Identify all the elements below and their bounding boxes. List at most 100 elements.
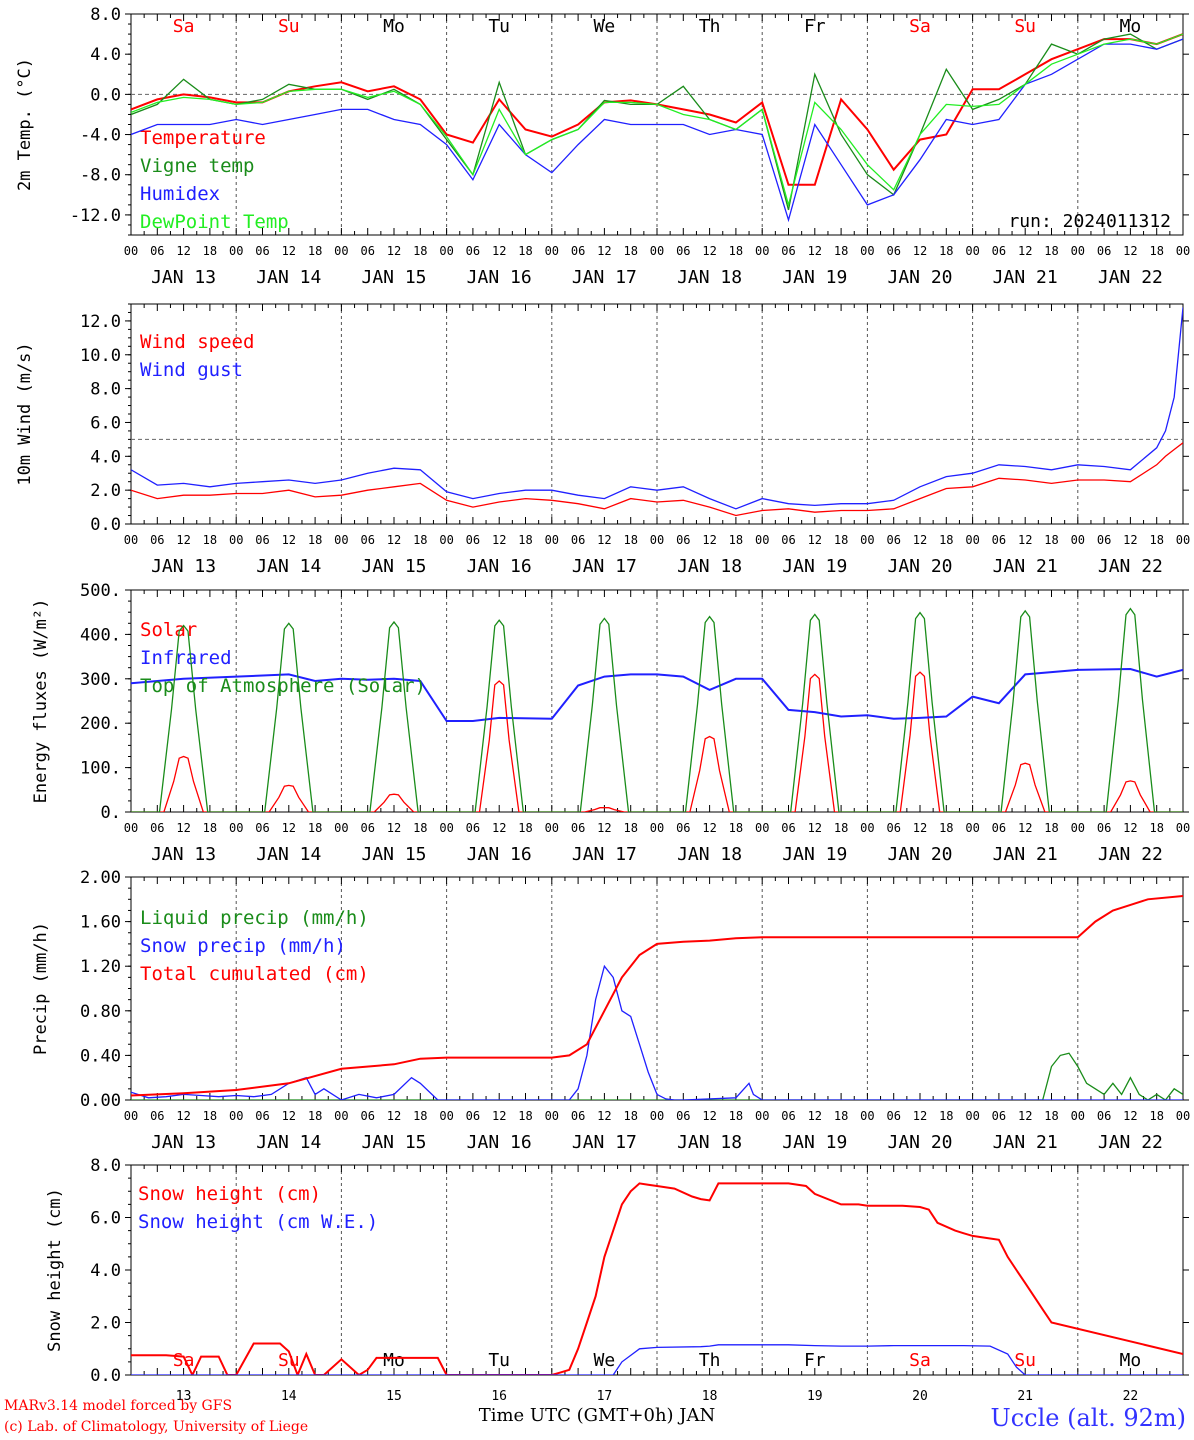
hour-tick-label: 06 [466, 1109, 480, 1123]
legend-entry: Snow height (cm W.E.) [138, 1211, 378, 1233]
hour-tick-label: 12 [808, 533, 822, 547]
hour-tick-label: 12 [1018, 1109, 1032, 1123]
hour-tick-label: 00 [965, 821, 979, 835]
day-label: JAN 13 [151, 556, 216, 577]
hour-tick-label: 12 [913, 244, 927, 258]
day-number-label: 19 [807, 1389, 823, 1404]
panel-4: 0.00 0.40 0.80 1.20 1.60 2.00 Precip (mm/h) 00 0… [31, 868, 1190, 1153]
hour-tick-label: 06 [360, 821, 374, 835]
y-tick-label: 4.0 [90, 45, 121, 65]
hour-tick-label: 18 [1044, 244, 1058, 258]
day-number-label: 22 [1123, 1389, 1139, 1404]
day-label: JAN 16 [467, 267, 532, 288]
hour-tick-label: 06 [571, 1109, 585, 1123]
panel-3: 0. 100. 200. 300. 400. 500. Energy fluxes (W/m… [31, 581, 1190, 865]
hour-tick-label: 18 [623, 533, 637, 547]
hour-tick-label: 00 [545, 821, 559, 835]
hour-tick-label: 06 [571, 821, 585, 835]
weekday-label: Su [1014, 16, 1036, 37]
day-number-label: 15 [386, 1389, 402, 1404]
y-tick-label: 4.0 [90, 1261, 121, 1281]
hour-tick-label: 06 [676, 533, 690, 547]
hour-tick-label: 18 [623, 244, 637, 258]
hour-tick-label: 12 [597, 821, 611, 835]
day-label: JAN 20 [887, 267, 952, 288]
series-line [131, 442, 1183, 517]
day-number-label: 18 [702, 1389, 718, 1404]
weekday-label: Su [278, 16, 300, 37]
weekday-label: Su [1014, 1350, 1036, 1371]
hour-tick-label: 18 [518, 244, 532, 258]
legend-entry: Infrared [140, 647, 232, 669]
y-axis-label: 2m Temp. (°C) [15, 58, 35, 191]
hour-tick-label: 12 [702, 821, 716, 835]
run-annotation: run: 2024011312 [1008, 211, 1171, 232]
hour-tick-label: 18 [623, 821, 637, 835]
hour-tick-label: 12 [913, 1109, 927, 1123]
hour-tick-label: 12 [702, 533, 716, 547]
hour-tick-label: 00 [965, 244, 979, 258]
hour-tick-label: 00 [755, 821, 769, 835]
hour-tick-label: 12 [702, 244, 716, 258]
day-number-label: 21 [1017, 1389, 1033, 1404]
hour-tick-label: 06 [360, 1109, 374, 1123]
hour-tick-label: 00 [439, 821, 453, 835]
weekday-label: We [594, 16, 616, 37]
hour-tick-label: 12 [913, 821, 927, 835]
day-number-label: 16 [491, 1389, 507, 1404]
legend-entry: Vigne temp [140, 155, 254, 177]
series-line [131, 1344, 1183, 1375]
hour-tick-label: 06 [992, 1109, 1006, 1123]
hour-tick-label: 00 [1071, 533, 1085, 547]
day-number-label: 13 [176, 1389, 192, 1404]
hour-tick-label: 18 [203, 244, 217, 258]
y-tick-label: -8.0 [80, 166, 121, 186]
hour-tick-label: 00 [334, 821, 348, 835]
hour-tick-label: 18 [834, 1109, 848, 1123]
hour-tick-label: 18 [834, 244, 848, 258]
hour-tick-label: 18 [308, 244, 322, 258]
hour-tick-label: 06 [466, 244, 480, 258]
hour-tick-label: 18 [1044, 533, 1058, 547]
hour-tick-label: 00 [755, 244, 769, 258]
hour-tick-label: 12 [176, 821, 190, 835]
hour-tick-label: 18 [939, 821, 953, 835]
day-label: JAN 20 [887, 1132, 952, 1153]
y-tick-label: 0.00 [80, 1091, 121, 1111]
y-axis-label: Snow height (cm) [45, 1188, 65, 1352]
y-tick-label: 8.0 [90, 380, 121, 400]
hour-tick-label: 06 [886, 1109, 900, 1123]
y-tick-label: 1.60 [80, 913, 121, 933]
hour-tick-label: 06 [1097, 244, 1111, 258]
y-tick-label: 12.0 [80, 312, 121, 332]
hour-tick-label: 12 [702, 1109, 716, 1123]
weekday-label: Tu [488, 1350, 510, 1371]
day-label: JAN 15 [361, 267, 426, 288]
hour-tick-label: 00 [965, 1109, 979, 1123]
hour-tick-label: 12 [176, 533, 190, 547]
y-tick-label: 200. [80, 714, 121, 734]
hour-tick-label: 18 [413, 821, 427, 835]
day-label: JAN 18 [677, 844, 742, 865]
hour-tick-label: 06 [571, 533, 585, 547]
day-label: JAN 21 [993, 844, 1058, 865]
hour-tick-label: 18 [518, 1109, 532, 1123]
legend-entry: Top of Atmosphere (Solar) [140, 675, 426, 697]
hour-tick-label: 12 [913, 533, 927, 547]
hour-tick-label: 06 [360, 533, 374, 547]
hour-tick-label: 18 [729, 533, 743, 547]
legend-entry: Snow precip (mm/h) [140, 935, 346, 957]
day-label: JAN 13 [151, 267, 216, 288]
legend-entry: Humidex [140, 183, 220, 205]
series-line [131, 667, 1183, 722]
hour-tick-label: 00 [124, 244, 138, 258]
day-label: JAN 18 [677, 556, 742, 577]
y-tick-label: 0.0 [90, 85, 121, 105]
day-label: JAN 17 [572, 556, 637, 577]
hour-tick-label: 12 [387, 244, 401, 258]
hour-tick-label: 12 [387, 1109, 401, 1123]
day-label: JAN 21 [993, 267, 1058, 288]
hour-tick-label: 00 [755, 1109, 769, 1123]
y-tick-label: 0.0 [90, 515, 121, 535]
legend-entry: Wind speed [140, 331, 254, 353]
